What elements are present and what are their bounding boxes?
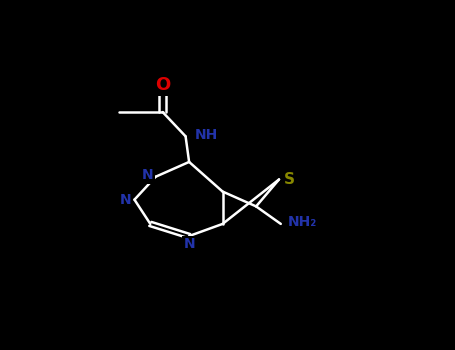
Text: NH₂: NH₂: [288, 215, 317, 229]
Text: O: O: [155, 76, 170, 94]
Text: N: N: [183, 237, 195, 251]
Text: NH: NH: [194, 128, 217, 142]
Text: S: S: [284, 172, 295, 187]
Text: N: N: [142, 168, 154, 182]
Text: N: N: [119, 193, 131, 206]
